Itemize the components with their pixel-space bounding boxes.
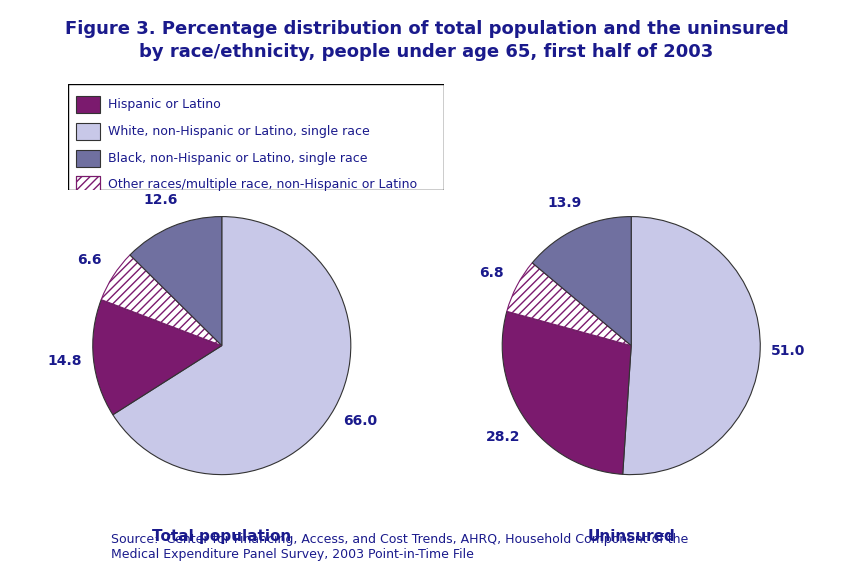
Text: Source:  Center for Financing, Access, and Cost Trends, AHRQ, Household Componen: Source: Center for Financing, Access, an… bbox=[111, 533, 688, 561]
Wedge shape bbox=[112, 217, 350, 475]
Text: Uninsured: Uninsured bbox=[587, 529, 674, 544]
FancyBboxPatch shape bbox=[68, 84, 443, 190]
Wedge shape bbox=[101, 255, 222, 346]
Text: 51.0: 51.0 bbox=[770, 344, 805, 358]
Wedge shape bbox=[622, 217, 759, 475]
Text: 28.2: 28.2 bbox=[485, 430, 520, 444]
Text: 66.0: 66.0 bbox=[343, 415, 377, 429]
Text: 14.8: 14.8 bbox=[48, 354, 83, 369]
Wedge shape bbox=[532, 217, 630, 346]
Text: by race/ethnicity, people under age 65, first half of 2003: by race/ethnicity, people under age 65, … bbox=[139, 43, 713, 61]
Bar bbox=[76, 176, 100, 194]
Wedge shape bbox=[502, 311, 630, 475]
Bar bbox=[76, 123, 100, 140]
Text: 6.6: 6.6 bbox=[77, 253, 101, 267]
Text: 6.8: 6.8 bbox=[479, 266, 504, 279]
Wedge shape bbox=[130, 217, 222, 346]
Text: Black, non-Hispanic or Latino, single race: Black, non-Hispanic or Latino, single ra… bbox=[107, 151, 366, 165]
Bar bbox=[76, 96, 100, 113]
Text: Figure 3. Percentage distribution of total population and the uninsured: Figure 3. Percentage distribution of tot… bbox=[65, 20, 787, 38]
Text: Total population: Total population bbox=[152, 529, 291, 544]
Bar bbox=[76, 176, 100, 194]
Text: 12.6: 12.6 bbox=[144, 194, 178, 207]
Wedge shape bbox=[93, 300, 222, 415]
Text: Hispanic or Latino: Hispanic or Latino bbox=[107, 98, 220, 111]
Text: 13.9: 13.9 bbox=[547, 196, 581, 210]
Text: White, non-Hispanic or Latino, single race: White, non-Hispanic or Latino, single ra… bbox=[107, 125, 369, 138]
Bar bbox=[76, 150, 100, 166]
Wedge shape bbox=[506, 263, 630, 346]
Text: Other races/multiple race, non-Hispanic or Latino: Other races/multiple race, non-Hispanic … bbox=[107, 178, 417, 191]
